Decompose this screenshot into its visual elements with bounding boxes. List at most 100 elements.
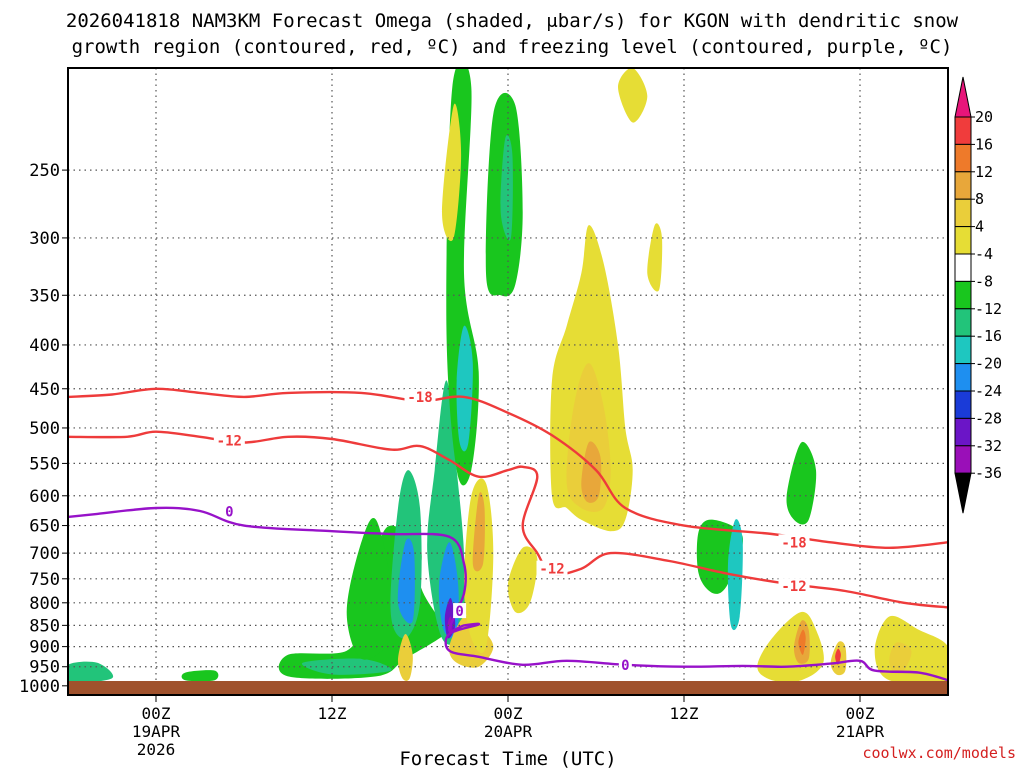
- chart-title-line2: growth region (contoured, red, ºC) and f…: [72, 36, 953, 58]
- omega-pos-52z-peak: [835, 648, 841, 665]
- gridlines: [68, 68, 948, 695]
- y-tick-label: 600: [29, 487, 60, 507]
- omega-pos-24z-core: [472, 492, 485, 572]
- colorbar-segment: [954, 280, 972, 310]
- colorbar-segment: [954, 171, 972, 200]
- omega-neg-09z: [181, 670, 219, 682]
- y-tick-label: 500: [29, 419, 60, 439]
- contour-layer: -18 -18 -12 -12 -12 0 0 0: [67, 387, 949, 682]
- colorbar-segment: [954, 445, 972, 474]
- omega-pos-50z-peak: [798, 629, 806, 655]
- dgz-minus18-line: [67, 387, 949, 550]
- dgz-minus18-label: -18: [407, 390, 432, 406]
- y-tick-label: 850: [29, 616, 60, 636]
- freezing-level-label-bg: [618, 656, 632, 672]
- colorbar-top-arrow: [954, 76, 972, 118]
- omega-neg-50z: [786, 441, 817, 525]
- colorbar-segment: [954, 363, 972, 392]
- freezing-level-label-bg: [453, 603, 467, 619]
- dgz-minus12-label: -12: [781, 579, 806, 595]
- colorbar-label: -8: [975, 272, 993, 290]
- y-tick-label: 350: [29, 286, 60, 306]
- colorbar: 20 16 12 8 4 -4 -8 -12 -16 -20 -24 -28 -32 -36: [954, 76, 1002, 514]
- omega-pos-upper: [442, 103, 462, 242]
- colorbar-segment: [954, 253, 972, 282]
- colorbar-label: 16: [975, 135, 993, 153]
- omega-pos-30z: [507, 546, 538, 614]
- y-tick-label: 800: [29, 594, 60, 614]
- dgz-minus12-label-bg: [213, 432, 245, 448]
- omega-neg-upper-col2-core: [500, 135, 513, 241]
- omega-pos-upper-b: [647, 223, 663, 292]
- colorbar-label: 12: [975, 163, 993, 181]
- y-tick-label: 300: [29, 229, 60, 249]
- omega-pos-upper-c: [618, 68, 648, 123]
- colorbar-segment: [954, 390, 972, 419]
- freezing-level-line: [67, 506, 949, 682]
- colorbar-label: 8: [975, 190, 984, 208]
- y-tick-label: 750: [29, 570, 60, 590]
- colorbar-segment: [954, 226, 972, 255]
- dgz-minus12-label-bg: [778, 578, 810, 594]
- omega-pos-big-peak: [581, 441, 602, 503]
- x-tick-label: 12Z: [670, 704, 699, 723]
- dgz-minus12-label: -12: [217, 433, 242, 449]
- colorbar-segment: [954, 198, 972, 228]
- x-tick-label: 00Z: [142, 704, 171, 723]
- colorbar-label: -36: [975, 464, 1002, 482]
- colorbar-label: -24: [975, 382, 1002, 400]
- chart-title-line1: 2026041818 NAM3KM Forecast Omega (shaded…: [66, 10, 959, 32]
- dgz-minus18-label-bg: [778, 534, 810, 550]
- y-tick-label: 900: [29, 638, 60, 658]
- freezing-level-label: 0: [621, 658, 629, 674]
- x-tick-date: 19APR: [132, 722, 181, 741]
- colorbar-segment: [954, 308, 972, 337]
- y-tick-label: 250: [29, 161, 60, 181]
- watermark: coolwx.com/models: [862, 744, 1016, 762]
- terrain-surface: [68, 681, 948, 695]
- y-tick-label: 650: [29, 517, 60, 537]
- colorbar-label: 4: [975, 218, 984, 236]
- x-tick-date: 21APR: [836, 722, 885, 741]
- x-axis-label: Forecast Time (UTC): [399, 748, 616, 768]
- colorbar-label: -32: [975, 437, 1002, 455]
- colorbar-segment: [954, 335, 972, 365]
- freezing-level-label: 0: [225, 505, 233, 521]
- omega-shading-layer: [68, 68, 948, 685]
- x-tick-date: 20APR: [484, 722, 533, 741]
- dgz-minus12-label: -12: [539, 562, 564, 578]
- y-tick-label: 1000: [19, 677, 60, 697]
- omega-neg-tower-b-core: [397, 538, 415, 624]
- colorbar-label: -16: [975, 327, 1002, 345]
- x-tick-label: 12Z: [318, 704, 347, 723]
- plot-area: -18 -18 -12 -12 -12 0 0 0: [67, 67, 949, 696]
- colorbar-label: -20: [975, 355, 1002, 373]
- colorbar-label: -28: [975, 409, 1002, 427]
- omega-pos-57z-core: [889, 642, 912, 674]
- omega-neg-12z-core: [301, 658, 392, 675]
- freezing-level-label-bg: [222, 503, 236, 519]
- dgz-minus12-label-bg: [536, 560, 568, 576]
- x-tick-label: 00Z: [494, 704, 523, 723]
- colorbar-segment: [954, 143, 972, 173]
- dgz-minus18-label: -18: [781, 535, 806, 551]
- y-tick-label: 550: [29, 454, 60, 474]
- colorbar-segment: [954, 116, 972, 145]
- y-tick-label: 400: [29, 336, 60, 356]
- x-tick-label: 00Z: [846, 704, 875, 723]
- colorbar-label: 20: [975, 108, 993, 126]
- freezing-level-label: 0: [455, 604, 463, 620]
- colorbar-bottom-arrow: [954, 472, 972, 514]
- colorbar-label: -4: [975, 245, 993, 263]
- colorbar-segment: [954, 417, 972, 447]
- y-axis: 2503003504004505005506006507007508008509…: [19, 161, 68, 697]
- omega-pos-20z: [397, 633, 413, 681]
- dgz-minus18-label-bg: [404, 388, 436, 404]
- colorbar-label: -12: [975, 300, 1002, 318]
- y-tick-label: 450: [29, 380, 60, 400]
- x-tick-year: 2026: [137, 740, 176, 759]
- y-tick-label: 950: [29, 658, 60, 678]
- y-tick-label: 700: [29, 544, 60, 564]
